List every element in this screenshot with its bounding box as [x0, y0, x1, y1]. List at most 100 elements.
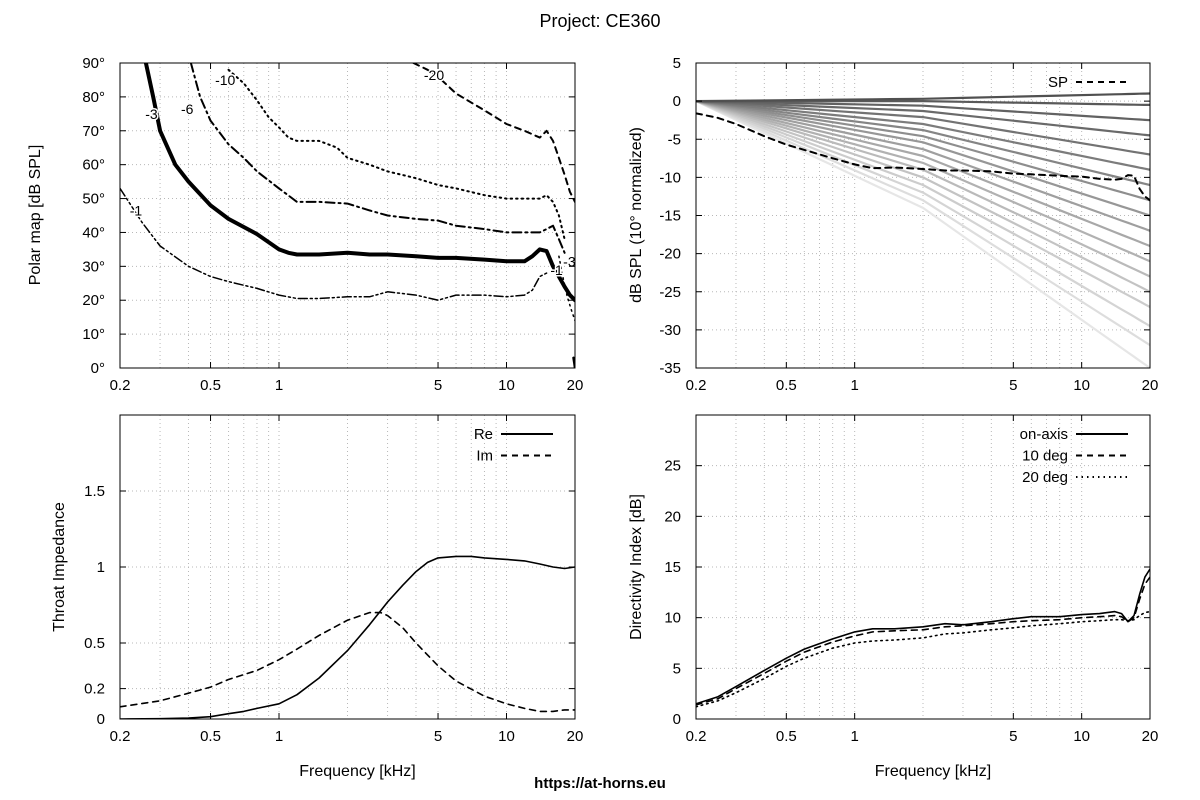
series-line-polar — [558, 255, 575, 322]
x-tick-label: 20 — [1142, 377, 1159, 394]
y-tick-label: -25 — [659, 284, 681, 301]
y-axis-label: Polar map [dB SPL] — [27, 145, 44, 286]
contour-label: -10 — [215, 72, 235, 88]
spl-angle-curve — [696, 100, 1150, 309]
x-tick-label: 0.5 — [200, 728, 221, 745]
spl-angle-curve — [696, 100, 1150, 248]
y-tick-label: 5 — [673, 55, 681, 72]
y-tick-label: 0 — [673, 711, 681, 728]
y-axis-label: dB SPL (10° normalized) — [628, 127, 645, 303]
x-tick-label: 10 — [1073, 377, 1090, 394]
y-tick-label: 80° — [82, 89, 105, 106]
y-tick-label: -10 — [659, 169, 681, 186]
series-line-polar — [120, 187, 548, 301]
y-tick-label: 0° — [91, 360, 105, 377]
panel-polar: -1-3 -6-10 -20-1-30.2 0.5 1 5 10 200°10°20°30°4… — [27, 55, 583, 394]
spl-angle-curve — [696, 100, 1150, 232]
x-tick-label: 5 — [434, 377, 442, 394]
x-tick-label: 0.5 — [776, 728, 797, 745]
x-tick-label: 1 — [850, 377, 858, 394]
y-tick-label: 15 — [664, 559, 681, 576]
y-tick-label: 0 — [97, 711, 105, 728]
legend-directivity: on-axis 10 deg 20 deg — [1020, 426, 1128, 486]
y-tick-label: 1 — [97, 559, 105, 576]
legend-spl: SP — [1048, 74, 1128, 91]
y-tick-label: 0.2 — [84, 681, 105, 698]
y-axis-label: Throat Impedance — [51, 502, 68, 632]
spl-angle-curve — [696, 100, 1150, 156]
series-line-directivity — [696, 576, 1150, 706]
y-tick-label: 30° — [82, 258, 105, 275]
y-tick-label: 60° — [82, 157, 105, 174]
y-tick-label: 20 — [664, 508, 681, 525]
y-tick-label: 90° — [82, 55, 105, 72]
plot-area-impedance — [120, 555, 575, 719]
x-tick-label: 0.2 — [686, 377, 707, 394]
y-tick-label: 20° — [82, 292, 105, 309]
y-tick-label: -30 — [659, 322, 681, 339]
spl-angle-curve — [696, 100, 1150, 217]
contour-label: -1 — [550, 262, 563, 278]
series-line-polar — [412, 63, 575, 203]
y-tick-label: 10 — [664, 610, 681, 627]
x-tick-label: 0.2 — [110, 728, 131, 745]
contour-label: -1 — [130, 203, 143, 219]
x-tick-label: 10 — [1073, 728, 1090, 745]
series-line-impedance — [120, 555, 575, 719]
x-tick-label: 1 — [275, 377, 283, 394]
y-tick-label: 50° — [82, 191, 105, 208]
sp-series-line — [696, 112, 1150, 202]
y-tick-label: -15 — [659, 208, 681, 225]
spl-angle-curve — [696, 100, 1150, 106]
x-tick-label: 0.2 — [686, 728, 707, 745]
spl-angle-curve — [696, 100, 1150, 202]
y-tick-label: 10° — [82, 326, 105, 343]
x-axis-label: Frequency [kHz] — [299, 763, 415, 780]
spl-angle-curve — [696, 100, 1150, 293]
spl-angle-curve — [696, 100, 1150, 122]
x-tick-label: 0.2 — [110, 377, 131, 394]
x-tick-label: 20 — [1142, 728, 1159, 745]
contour-label: -6 — [181, 101, 194, 117]
x-tick-label: 20 — [567, 377, 584, 394]
series-line-directivity — [696, 610, 1150, 708]
spl-angle-curve — [696, 100, 1150, 263]
x-tick-label: 10 — [498, 377, 515, 394]
contour-label: -3 — [145, 106, 158, 122]
y-tick-label: 1.5 — [84, 483, 105, 500]
legend-label: 10 deg — [1022, 448, 1068, 465]
x-tick-label: 20 — [567, 728, 584, 745]
spl-angle-curve — [696, 100, 1150, 328]
legend-label: Im — [476, 448, 493, 465]
legend-label: 20 deg — [1022, 469, 1068, 486]
y-tick-label: 70° — [82, 123, 105, 140]
y-axis-label: Directivity Index [dB] — [628, 494, 645, 640]
panel-spl: 0.2 0.5 1 5 10 20 5 0 -5 -10 -15 -20 -25 -30 -35 dB SPL… — [628, 55, 1158, 394]
x-tick-label: 5 — [1009, 377, 1017, 394]
plot-area-spl — [696, 92, 1150, 368]
spl-angle-curve — [696, 100, 1150, 137]
spl-angle-curve — [696, 100, 1150, 368]
x-tick-label: 0.5 — [200, 377, 221, 394]
x-tick-label: 5 — [434, 728, 442, 745]
x-tick-label: 5 — [1009, 728, 1017, 745]
y-tick-label: 25 — [664, 458, 681, 475]
x-tick-label: 10 — [498, 728, 515, 745]
series-line-polar — [189, 63, 566, 254]
legend-label: Re — [474, 426, 493, 443]
legend-impedance: Re Im — [474, 426, 553, 465]
spl-angle-curve — [696, 100, 1150, 278]
plot-area-polar — [120, 63, 575, 368]
x-tick-label: 0.5 — [776, 377, 797, 394]
contour-label: -3 — [563, 253, 576, 269]
y-tick-label: 5 — [673, 660, 681, 677]
x-axis-label: Frequency [kHz] — [875, 763, 991, 780]
series-line-polar — [143, 63, 575, 303]
legend-label: SP — [1048, 74, 1068, 91]
y-tick-label: 40° — [82, 224, 105, 241]
y-tick-label: 0 — [673, 93, 681, 110]
spl-angle-curve — [696, 100, 1150, 171]
y-tick-label: 0.5 — [84, 635, 105, 652]
